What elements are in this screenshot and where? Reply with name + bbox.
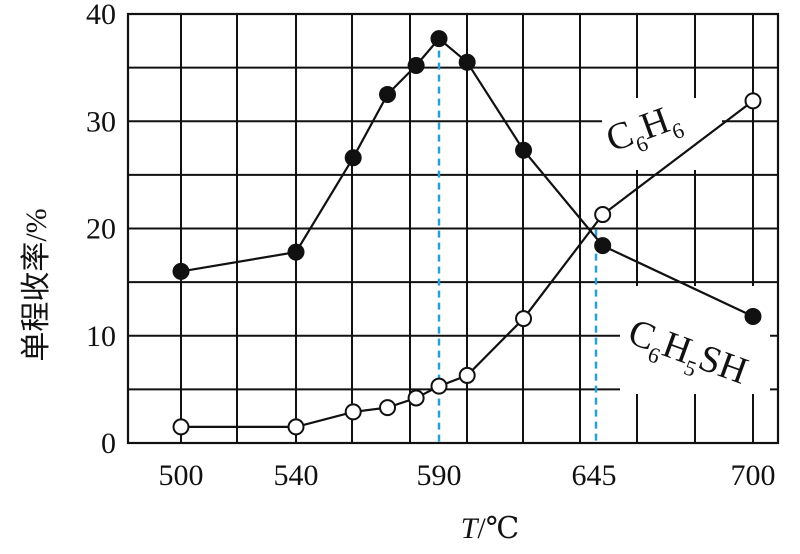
series-line-C6H6 — [181, 100, 754, 428]
data-point-C6H6 — [287, 418, 305, 436]
data-point-C6H5SH — [458, 53, 476, 71]
x-axis-label-symbol: T — [461, 512, 480, 545]
data-point-C6H6 — [594, 206, 612, 224]
data-point-C6H6 — [744, 92, 762, 110]
grid — [126, 12, 780, 445]
y-tick-label: 10 — [86, 320, 116, 353]
data-point-C6H6 — [430, 377, 448, 395]
data-point-C6H5SH — [172, 262, 190, 280]
x-tick-label: 700 — [731, 459, 776, 492]
y-tick-label: 40 — [86, 0, 116, 31]
label-backdrop — [620, 286, 770, 394]
x-tick-label: 645 — [572, 459, 617, 492]
x-tick-label: 590 — [417, 459, 462, 492]
data-point-C6H6 — [344, 403, 362, 421]
data-point-C6H5SH — [344, 149, 362, 167]
x-axis-label: T/℃ — [461, 512, 520, 545]
y-tick-label: 20 — [86, 213, 116, 246]
data-point-C6H5SH — [744, 307, 762, 325]
data-point-C6H6 — [458, 366, 476, 384]
tick-labels: 500 540 590 645 700 0 10 20 30 40 — [86, 0, 776, 492]
reference-lines — [437, 38, 598, 443]
y-tick-label: 30 — [86, 105, 116, 138]
data-point-C6H5SH — [515, 141, 533, 159]
y-axis-label: 单程收率/% — [20, 208, 53, 361]
data-point-C6H6 — [515, 310, 533, 328]
data-point-C6H6 — [379, 399, 397, 417]
data-point-C6H6 — [407, 389, 425, 407]
data-point-C6H5SH — [287, 243, 305, 261]
data-point-C6H5SH — [407, 56, 425, 74]
y-tick-label: 0 — [101, 427, 116, 460]
x-axis-label-unit: /℃ — [477, 512, 519, 545]
data-point-C6H6 — [172, 418, 190, 436]
data-point-C6H5SH — [379, 85, 397, 103]
x-tick-label: 500 — [159, 459, 204, 492]
x-tick-label: 540 — [274, 459, 319, 492]
label-backdrop — [602, 98, 722, 170]
series-layer — [172, 30, 762, 436]
series-line-C6H5SH — [180, 37, 754, 318]
data-point-C6H5SH — [594, 237, 612, 255]
data-point-C6H5SH — [430, 30, 448, 48]
